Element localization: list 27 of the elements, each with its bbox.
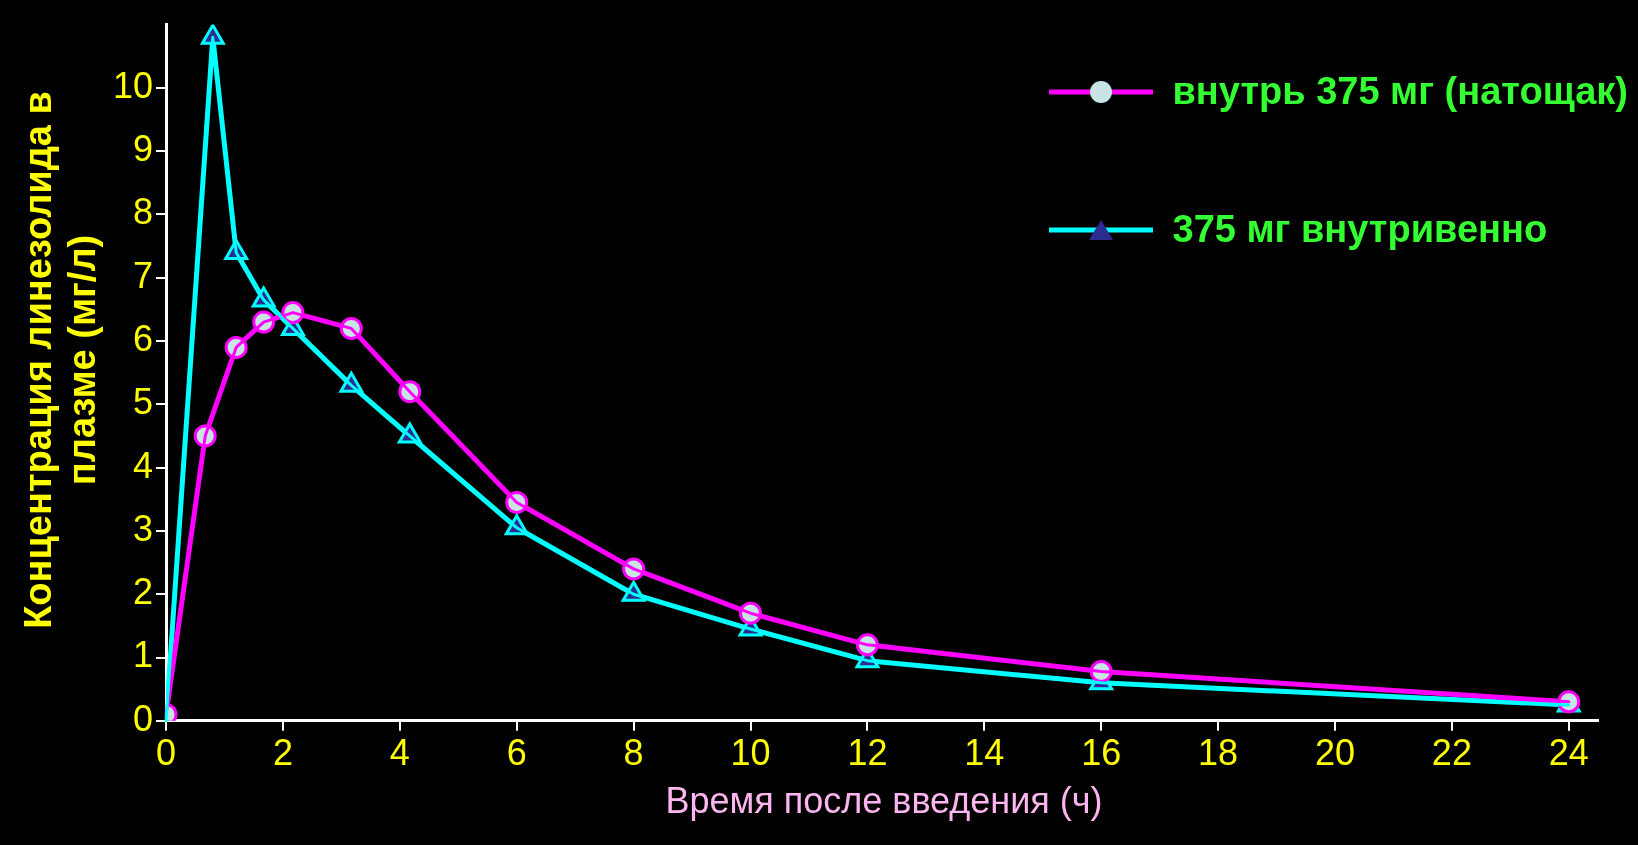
y-tick-label: 1 xyxy=(133,634,154,676)
x-tick-label: 14 xyxy=(964,732,1005,774)
y-tick-label: 5 xyxy=(133,381,154,423)
y-tick-label: 8 xyxy=(133,191,154,233)
y-tick-label: 2 xyxy=(133,571,154,613)
x-tick-label: 24 xyxy=(1548,732,1589,774)
y-tick-label: 3 xyxy=(133,507,154,549)
x-tick-label: 22 xyxy=(1431,732,1472,774)
x-tick-label: 2 xyxy=(272,732,293,774)
y-tick-label: 7 xyxy=(133,254,154,296)
legend-label: 375 мг внутривенно xyxy=(1172,208,1548,251)
x-tick-label: 6 xyxy=(506,732,527,774)
x-tick-label: 10 xyxy=(730,732,771,774)
y-tick-label: 9 xyxy=(133,128,154,170)
x-tick-label: 4 xyxy=(389,732,410,774)
y-tick-label: 6 xyxy=(133,317,154,359)
x-tick-label: 16 xyxy=(1081,732,1122,774)
y-tick-label: 10 xyxy=(113,64,154,106)
y-tick-label: 0 xyxy=(133,697,154,739)
x-tick-label: 20 xyxy=(1314,732,1356,774)
x-axis-title: Время после введения (ч) xyxy=(664,780,1104,822)
x-tick-label: 8 xyxy=(623,732,644,774)
legend-label: внутрь 375 мг (натощак) xyxy=(1172,70,1628,113)
x-tick-label: 12 xyxy=(847,732,888,774)
x-tick-label: 18 xyxy=(1198,732,1239,774)
y-tick-label: 4 xyxy=(133,444,154,486)
y-axis-title: Концентрация линезолида в плазме (мг/л) xyxy=(16,90,104,631)
